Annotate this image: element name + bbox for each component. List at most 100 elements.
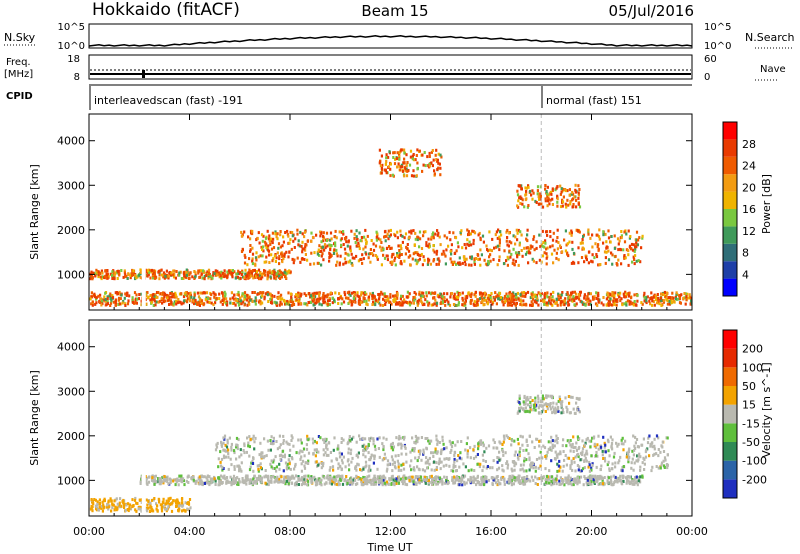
echo-cell [536,483,539,486]
echo-cell [498,238,501,242]
echo-cell [203,475,206,479]
echo-cell [535,437,538,441]
echo-cell [628,244,632,248]
echo-cell [487,444,491,448]
echo-cell [517,199,520,203]
echo-cell [288,442,291,446]
echo-cell [540,479,543,482]
echo-cell [413,298,416,302]
echo-cell [267,270,270,274]
echo-cell [217,457,220,461]
echo-cell [678,294,681,298]
echo-cell [469,301,472,305]
echo-cell [460,229,463,233]
echo-cell [243,481,247,485]
echo-cell [538,292,541,296]
echo-cell [134,496,137,500]
echo-cell [579,290,582,294]
echo-cell [236,447,239,451]
colorbar-segment [723,156,737,175]
echo-cell [342,232,345,236]
echo-cell [473,231,477,235]
echo-cell [338,261,341,265]
echo-cell [333,248,336,252]
echo-cell [500,233,503,237]
echo-cell [649,297,652,300]
echo-cell [431,479,434,483]
echo-cell [400,253,403,256]
echo-cell [645,296,648,300]
echo-cell [117,503,121,507]
echo-cell [405,301,409,304]
echo-cell [227,467,230,471]
echo-cell [401,240,404,244]
echo-cell [270,294,274,298]
echo-cell [520,187,523,191]
echo-cell [333,235,336,238]
echo-cell [170,300,173,304]
echo-cell [631,482,634,486]
colorbar-tick-label: 12 [742,225,756,238]
echo-cell [109,301,113,305]
echo-cell [591,233,594,237]
echo-cell [635,259,638,263]
echo-cell [203,274,206,278]
echo-cell [577,294,580,298]
echo-cell [327,453,330,457]
freq-tick-top: 18 [67,54,80,65]
echo-cell [139,480,142,484]
echo-cell [502,440,505,444]
echo-cell [532,259,535,263]
echo-cell [499,482,502,486]
echo-cell [494,291,497,295]
echo-cell [145,509,149,513]
echo-cell [583,453,586,457]
echo-cell [541,254,545,258]
echo-cell [180,474,183,478]
colorbar-tick-label: 8 [742,247,749,260]
echo-cell [231,296,234,300]
echo-cell [637,259,640,263]
echo-cell [334,244,337,248]
echo-cell [135,293,138,297]
echo-cell [336,254,339,258]
echo-cell [221,481,224,484]
echo-cell [309,294,312,298]
echo-cell [473,300,476,304]
echo-cell [613,303,616,306]
echo-cell [185,273,188,277]
echo-cell [305,243,308,247]
echo-cell [256,292,259,296]
echo-cell [293,467,296,471]
echo-cell [270,298,273,302]
echo-cell [283,455,286,459]
echo-cell [584,477,587,480]
echo-cell [254,256,258,260]
echo-cell [222,467,225,470]
echo-cell [350,252,353,256]
echo-cell [323,300,327,304]
echo-cell [383,481,386,485]
echo-cell [403,148,406,152]
cpid-segment-2: normal (fast) 151 [546,94,642,107]
echo-cell [544,199,547,203]
echo-cell [447,244,450,248]
echo-cell [481,234,485,238]
echo-cell [605,297,608,301]
echo-cell [402,301,405,305]
echo-cell [380,171,383,175]
echo-cell [420,299,423,303]
echo-cell [100,504,103,508]
y-tick-label: 3000 [57,179,85,192]
echo-cell [523,482,527,486]
echo-cell [398,251,401,255]
echo-cell [369,260,372,264]
echo-cell [175,477,178,481]
echo-cell [345,235,348,239]
echo-cell [448,457,451,461]
echo-cell [674,297,678,301]
echo-cell [210,293,213,297]
echo-cell [552,298,555,302]
echo-cell [348,439,352,443]
echo-cell [251,252,255,256]
